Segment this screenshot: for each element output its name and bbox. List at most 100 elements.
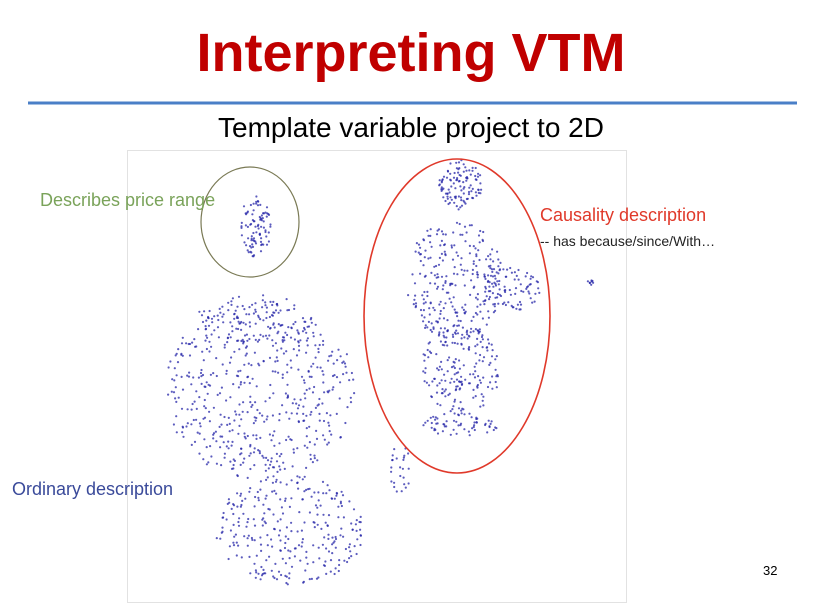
point: [529, 277, 532, 280]
point: [456, 178, 459, 181]
point: [296, 329, 299, 332]
point: [402, 458, 405, 461]
point: [258, 412, 261, 415]
point: [518, 308, 521, 311]
point: [248, 337, 251, 341]
point: [175, 400, 178, 403]
point: [245, 345, 248, 348]
point: [440, 275, 444, 278]
point: [287, 549, 290, 552]
point: [291, 465, 294, 468]
point: [239, 381, 243, 384]
point: [488, 363, 491, 366]
point: [246, 249, 249, 252]
point: [486, 385, 490, 389]
point: [191, 402, 194, 406]
point: [221, 526, 224, 529]
point: [468, 224, 471, 227]
point: [244, 354, 247, 357]
point: [356, 538, 359, 541]
point: [303, 328, 306, 331]
point: [175, 415, 178, 418]
point: [200, 382, 203, 385]
point: [242, 342, 245, 345]
point: [515, 307, 518, 310]
point: [208, 384, 212, 387]
point: [513, 271, 517, 274]
point: [455, 251, 458, 254]
point: [255, 571, 258, 574]
point: [422, 424, 425, 427]
point: [453, 361, 456, 364]
point: [437, 368, 440, 372]
point: [342, 535, 345, 538]
point: [339, 500, 342, 503]
point: [494, 368, 497, 371]
point: [453, 400, 456, 403]
point: [239, 492, 243, 495]
point: [271, 414, 274, 417]
point: [180, 375, 183, 378]
point: [497, 265, 500, 268]
point: [488, 298, 491, 301]
point: [322, 381, 325, 384]
point: [265, 311, 268, 314]
point: [219, 435, 222, 438]
point: [470, 327, 473, 330]
point: [516, 303, 520, 306]
point: [447, 291, 450, 294]
point: [263, 512, 266, 515]
point: [335, 376, 339, 379]
point: [293, 398, 296, 401]
point: [252, 237, 256, 240]
point: [192, 376, 195, 379]
point: [259, 436, 262, 439]
point: [391, 458, 394, 462]
point: [339, 355, 342, 358]
point: [331, 552, 334, 555]
point: [436, 287, 439, 290]
point: [308, 578, 311, 581]
point: [174, 386, 177, 389]
point: [489, 381, 492, 384]
point: [329, 414, 332, 417]
point: [309, 458, 312, 461]
point: [454, 284, 457, 287]
point: [318, 412, 321, 415]
point: [305, 488, 308, 491]
point: [460, 257, 463, 260]
point: [331, 350, 334, 353]
point: [170, 390, 173, 393]
point: [461, 382, 464, 386]
point: [457, 161, 461, 164]
point: [242, 401, 245, 404]
point: [279, 518, 282, 521]
point: [438, 303, 441, 306]
point: [317, 491, 320, 494]
point: [466, 269, 469, 272]
point: [348, 546, 351, 549]
point: [301, 330, 305, 333]
point: [488, 425, 491, 428]
point: [306, 337, 309, 340]
point: [260, 225, 263, 228]
point: [252, 451, 256, 454]
point: [414, 294, 417, 297]
point: [208, 420, 211, 423]
point: [467, 334, 470, 337]
point: [212, 437, 215, 440]
point: [265, 306, 268, 309]
point: [474, 247, 477, 250]
point: [503, 285, 506, 288]
point: [235, 554, 238, 557]
point: [495, 355, 498, 358]
point: [531, 276, 535, 279]
point: [453, 324, 456, 327]
point: [205, 381, 208, 384]
point: [319, 504, 322, 507]
point: [281, 557, 284, 560]
point: [498, 268, 502, 271]
point: [331, 536, 334, 539]
point: [240, 234, 243, 237]
